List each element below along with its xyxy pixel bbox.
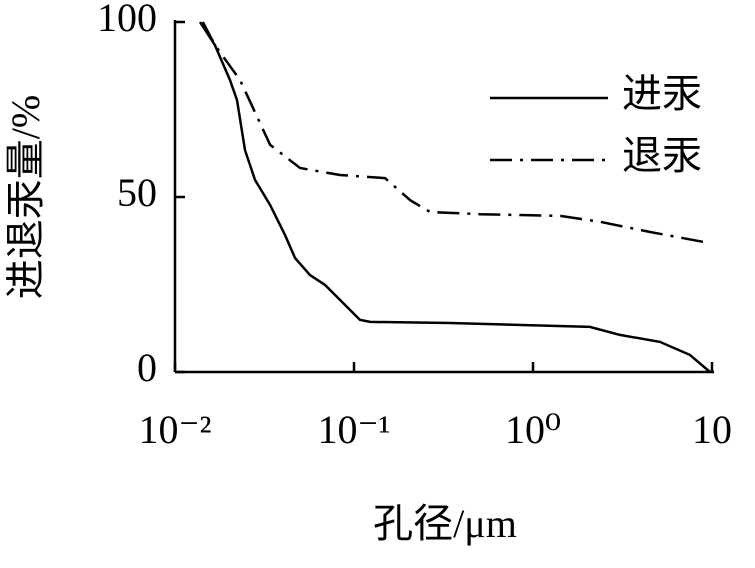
legend-label: 进汞 [622,71,702,116]
y-tick-label: 0 [137,345,157,390]
x-tick-label: 10⁻² [138,407,211,452]
series-line [201,21,706,244]
legend-label: 退汞 [622,133,702,178]
y-tick-label: 50 [117,170,157,215]
x-tick-label: 10⁰ [505,407,561,452]
y-tick-label: 100 [97,0,157,40]
y-axis-label: 进退汞量/% [3,95,48,299]
x-tick-label: 10 [692,407,732,452]
x-axis-label: 孔径/μm [373,501,517,546]
series-line [198,21,711,373]
x-tick-label: 10⁻¹ [317,407,390,452]
